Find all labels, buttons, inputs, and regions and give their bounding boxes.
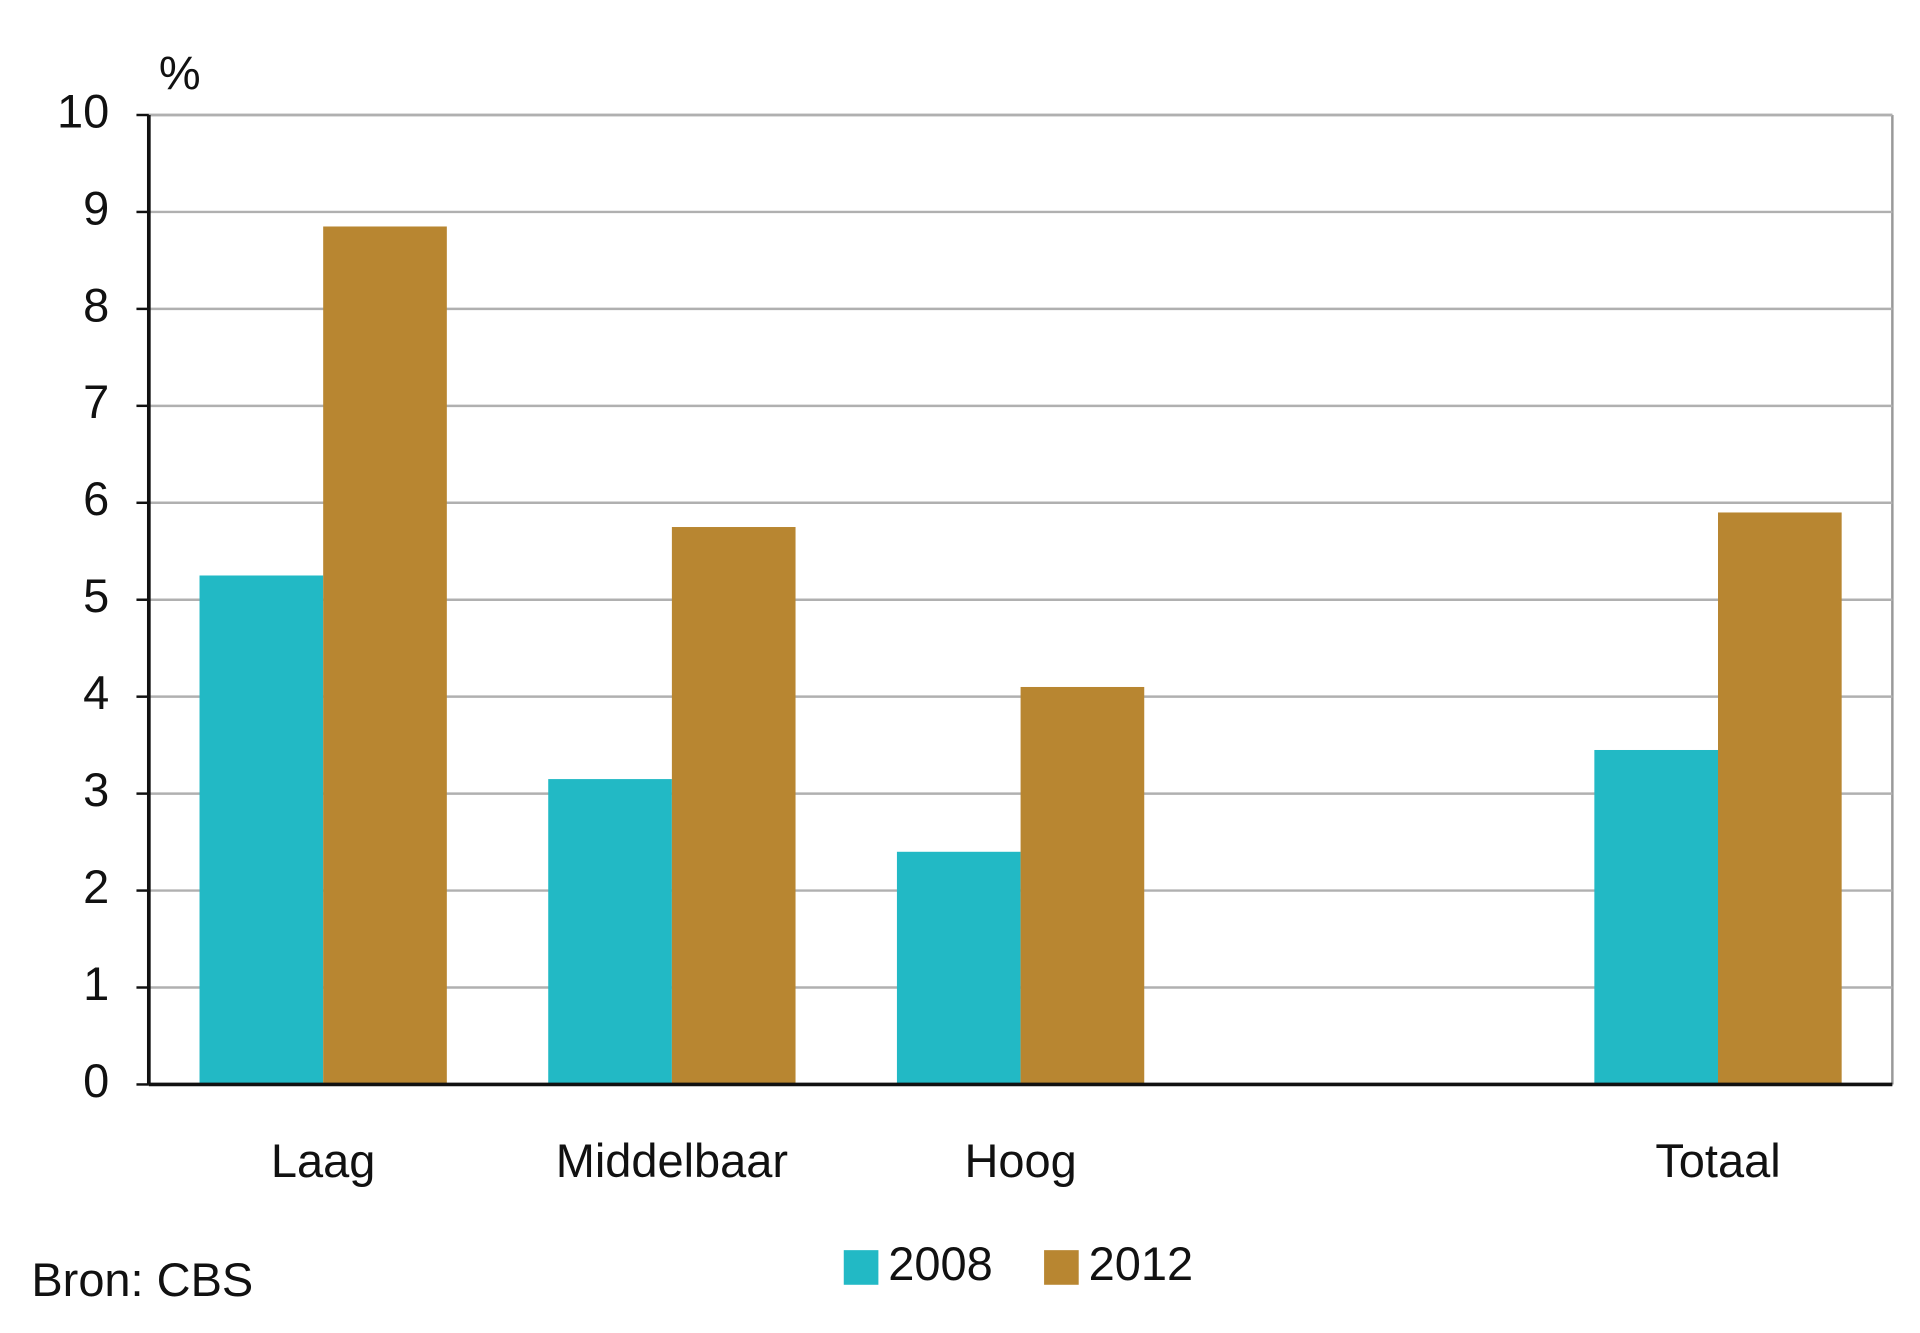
y-tick-label: 10	[57, 84, 109, 137]
bar	[548, 779, 672, 1085]
bar	[671, 527, 796, 1085]
x-tick-label: Laag	[271, 1134, 376, 1187]
y-tick-label: 6	[83, 472, 109, 525]
bar	[896, 851, 1021, 1085]
bar	[1718, 512, 1842, 1085]
y-tick-label: 5	[83, 569, 109, 622]
y-tick-label: 9	[83, 181, 109, 234]
legend-swatch	[1044, 1250, 1079, 1285]
y-axis-label: %	[159, 46, 201, 99]
x-tick-label: Middelbaar	[556, 1134, 788, 1187]
source-note: Bron: CBS	[31, 1253, 253, 1306]
y-tick-label: 7	[83, 375, 109, 428]
bar	[1594, 749, 1719, 1085]
legend-label: 2008	[888, 1237, 993, 1290]
y-tick-label: 8	[83, 278, 109, 331]
x-tick-label: Hoog	[964, 1134, 1076, 1187]
bar	[323, 226, 447, 1085]
bar	[1020, 686, 1145, 1085]
legend-swatch	[843, 1250, 879, 1285]
y-tick-label: 2	[83, 860, 109, 913]
y-tick-label: 0	[83, 1054, 109, 1107]
bar	[199, 575, 324, 1085]
y-tick-label: 3	[83, 763, 109, 816]
y-tick-label: 4	[83, 666, 109, 719]
y-tick-label: 1	[83, 957, 109, 1010]
legend-label: 2012	[1089, 1237, 1194, 1290]
x-tick-label: Totaal	[1655, 1134, 1780, 1187]
